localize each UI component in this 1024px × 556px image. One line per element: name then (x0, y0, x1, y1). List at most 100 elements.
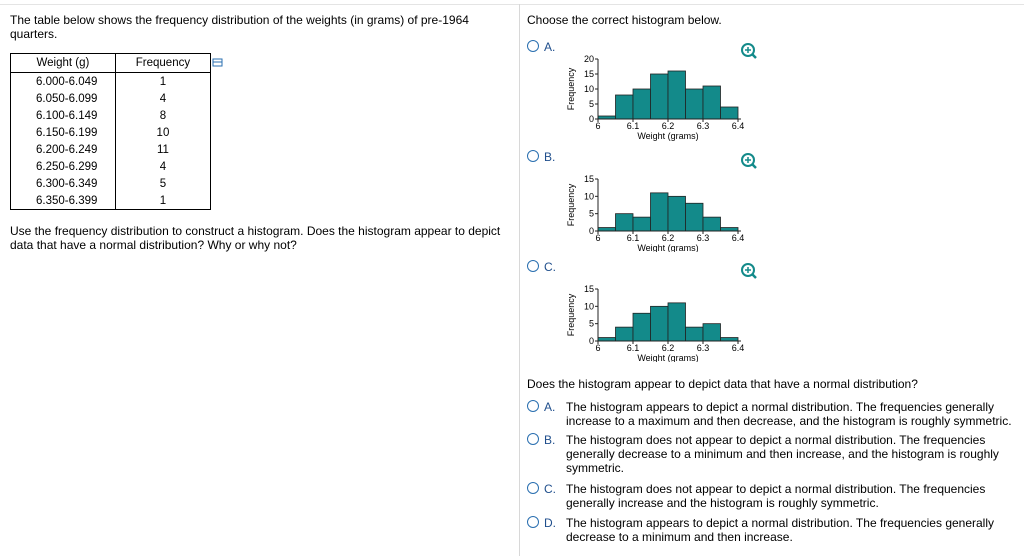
option[interactable]: C. (527, 260, 556, 274)
table-row: 6.200-6.249 11 (11, 141, 210, 158)
weight-cell: 6.200-6.249 (11, 141, 116, 158)
y-tick-label: 5 (589, 209, 594, 219)
answer-option[interactable]: B. The histogram does not appear to depic… (527, 433, 1019, 475)
weight-cell: 6.250-6.299 (11, 158, 116, 175)
y-tick-label: 20 (584, 54, 594, 64)
answer-label: D. (544, 516, 556, 530)
y-tick-label: 5 (589, 99, 594, 109)
y-axis-label: Frequency (566, 183, 576, 226)
answer-option[interactable]: D. The histogram appears to depict a norm… (527, 516, 1019, 544)
x-tick-label: 6.4 (732, 121, 745, 131)
option[interactable]: B. (527, 150, 555, 164)
answer-label: C. (544, 482, 556, 496)
bar (632, 88, 651, 120)
bar (650, 73, 669, 120)
zoom-plus (745, 157, 751, 163)
table-header: Frequency (115, 54, 210, 73)
table-row: 6.250-6.299 4 (11, 158, 210, 175)
x-tick-label: 6.4 (732, 233, 745, 243)
radio[interactable] (527, 40, 539, 52)
answer-option[interactable]: C. The histogram does not appear to depic… (527, 482, 1019, 510)
y-axis-label: Frequency (566, 293, 576, 336)
frequency-cell: 4 (159, 160, 167, 173)
radio[interactable] (527, 400, 539, 412)
top-rule (0, 4, 1024, 5)
x-tick-label: 6 (595, 343, 600, 353)
table-row: 6.150-6.199 10 (11, 124, 210, 141)
radio[interactable] (527, 482, 539, 494)
bar (615, 326, 634, 342)
answer-label: A. (544, 400, 556, 414)
x-tick-label: 6.1 (627, 121, 640, 131)
zoom-icon[interactable] (740, 152, 758, 170)
bar (720, 227, 739, 232)
zoom-icon[interactable] (740, 42, 758, 60)
y-tick-label: 15 (584, 69, 594, 79)
x-tick-label: 6.1 (627, 343, 640, 353)
option[interactable]: A. (527, 40, 555, 54)
y-tick-label: 0 (589, 336, 594, 346)
frequency-cell: 4 (159, 92, 167, 105)
weight-cell: 6.050-6.099 (11, 90, 116, 107)
radio[interactable] (527, 150, 539, 162)
copy-icon[interactable] (212, 58, 224, 68)
zoom-handle (751, 53, 757, 59)
histogram: 0 5 10 15 6 6.1 6.2 6.3 6.4 Weight (grams) Frequen… (566, 174, 745, 252)
histogram: 0 5 10 15 20 6 6.1 6.2 6.3 6.4 Weight (grams) Frequ… (566, 54, 745, 141)
frequency-cell: 5 (159, 177, 167, 190)
x-tick-label: 6.3 (697, 233, 710, 243)
histogram: 0 5 10 15 6 6.1 6.2 6.3 6.4 Weight (grams) Frequen… (566, 284, 744, 362)
table-frame: Weight (g) Frequency 6.000-6.049 1 6.050-6… (10, 53, 211, 210)
bar (685, 326, 704, 342)
intro: The table below shows the frequency dist… (10, 13, 469, 41)
y-tick-label: 0 (589, 226, 594, 236)
zoom-lens (741, 153, 755, 167)
bar (597, 337, 616, 342)
weight-cell: 6.350-6.399 (11, 192, 116, 209)
y-tick-label: 15 (584, 174, 594, 184)
frequency-table: Weight (g) Frequency 6.000-6.049 1 6.050-6… (11, 54, 210, 209)
radio[interactable] (527, 260, 539, 272)
zoom-handle (751, 273, 757, 279)
table-row: 6.000-6.049 1 (11, 72, 210, 90)
bar (702, 85, 721, 120)
radio[interactable] (527, 433, 539, 445)
answer-option[interactable]: A. The histogram appears to depict a norm… (527, 400, 1019, 428)
bar (685, 202, 704, 232)
table-row: 6.050-6.099 4 (11, 90, 210, 107)
answer-text: The histogram does not appear to depict … (566, 433, 999, 475)
bar (650, 192, 669, 232)
radio[interactable] (527, 516, 539, 528)
bar (667, 302, 686, 342)
bar (597, 227, 616, 232)
right-prompt: Choose the correct histogram below. (527, 13, 722, 27)
bar (720, 106, 739, 120)
frequency-cell: 11 (156, 143, 169, 156)
y-tick-label: 10 (584, 84, 594, 94)
bar (720, 337, 739, 342)
frequency-cell: 10 (156, 126, 170, 139)
bar (667, 195, 686, 232)
answer-text: The histogram does not appear to depict … (566, 482, 986, 510)
bar (632, 216, 651, 232)
y-tick-label: 10 (584, 301, 594, 311)
y-axis-label: Frequency (566, 67, 576, 110)
y-tick-label: 15 (584, 284, 594, 294)
x-tick-label: 6.3 (697, 343, 710, 353)
frequency-cell: 1 (159, 75, 167, 88)
x-tick-label: 6.2 (662, 343, 675, 353)
normal-question: Does the histogram appear to depict data… (527, 377, 918, 391)
table-row: 6.100-6.149 8 (11, 107, 210, 124)
frequency-cell: 1 (159, 194, 167, 207)
zoom-plus (745, 47, 751, 53)
zoom-lens (741, 43, 755, 57)
bar (650, 305, 669, 342)
question-prompt: Use the frequency distribution to constr… (10, 224, 501, 252)
option-label: B. (544, 150, 556, 164)
x-axis-label: Weight (grams) (637, 131, 698, 141)
bar (615, 213, 634, 232)
table-row: 6.300-6.349 5 (11, 175, 210, 192)
zoom-icon[interactable] (740, 262, 758, 280)
divider (519, 4, 520, 556)
